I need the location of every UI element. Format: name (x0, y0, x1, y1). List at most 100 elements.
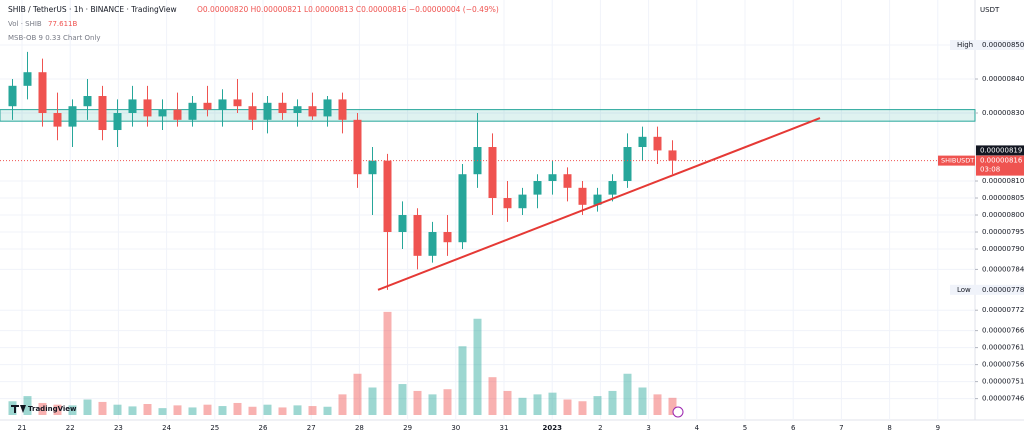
y-tick-label: 0.00000795 (982, 228, 1024, 236)
candle-body (308, 106, 317, 117)
volume-bar (578, 401, 587, 415)
y-tick-label: 0.00000761 (982, 344, 1024, 352)
symbol-label: SHIBUSDT (941, 157, 974, 165)
supply-zone (0, 109, 976, 122)
volume-bar (353, 373, 362, 415)
x-tick-label: 5 (743, 424, 747, 432)
candle-body (518, 194, 527, 209)
volume-bar (623, 373, 632, 415)
candle-body (578, 187, 587, 205)
y-tick-label: 0.00000784 (982, 265, 1024, 273)
candle-body (83, 96, 92, 107)
volume-value: 77.611B (48, 20, 77, 28)
volume-bar (473, 318, 482, 415)
candle-body (323, 99, 332, 117)
candle-body (233, 99, 242, 107)
candle-body (353, 119, 362, 175)
x-tick-label: 21 (18, 424, 27, 432)
x-tick-label: 30 (451, 424, 460, 432)
volume-bar (98, 401, 107, 415)
candle-body (398, 215, 407, 233)
candle-body (203, 102, 212, 110)
indicator: MSB-OB 9 0.33 Chart Only (8, 34, 101, 42)
volume-bar (668, 397, 677, 415)
volume-bar (23, 396, 32, 415)
volume-bar (443, 389, 452, 415)
y-tick-label: 0.00000790 (982, 245, 1024, 253)
candle-body (98, 96, 107, 131)
x-tick-label: 29 (403, 424, 412, 432)
level-box (976, 145, 1024, 156)
volume-bar (308, 406, 317, 415)
candle-body (158, 109, 167, 117)
candle-body (488, 147, 497, 199)
plot (0, 0, 976, 420)
candle-body (68, 106, 77, 127)
brand: TradingView (28, 405, 77, 413)
event-icon[interactable] (672, 406, 684, 418)
trendline (377, 117, 821, 291)
volume-bar (548, 392, 557, 415)
candle-body (368, 160, 377, 175)
x-tick-label: 31 (500, 424, 509, 432)
x-tick-label: 24 (162, 424, 171, 432)
candle-body (443, 232, 452, 243)
candle-body (413, 215, 422, 256)
candle-body (533, 181, 542, 195)
volume-bar (608, 390, 617, 415)
volume-bar (83, 399, 92, 415)
volume-bar (38, 402, 47, 415)
x-tick-label: 25 (210, 424, 219, 432)
volume-bar (488, 377, 497, 415)
x-tick-label: 7 (839, 424, 843, 432)
candle-body (173, 109, 182, 120)
volume-bar (233, 402, 242, 415)
candle-body (338, 99, 347, 120)
candle-body (263, 102, 272, 120)
candle-body (548, 174, 557, 182)
candle-body (593, 194, 602, 205)
volume-bar (278, 407, 287, 415)
volume-bar (338, 394, 347, 415)
marker-value: 0.00000778 (982, 286, 1024, 294)
volume-bar (8, 401, 17, 415)
volume-bar (293, 405, 302, 415)
volume-bar (173, 405, 182, 415)
candle-body (248, 106, 257, 120)
currency[interactable]: USDT (980, 6, 1000, 14)
y-tick-label: 0.00000766 (982, 327, 1024, 335)
x-tick-label: 28 (355, 424, 364, 432)
volume-bar (188, 407, 197, 415)
candle-body (188, 102, 197, 120)
volume-bar (563, 399, 572, 415)
y-tick-label: 0.00000800 (982, 211, 1024, 219)
candle-body (668, 150, 677, 161)
last-price-box (976, 155, 1024, 176)
volume-bar (398, 384, 407, 415)
symbol-box (938, 155, 975, 166)
candle-body (428, 232, 437, 256)
volume-bar (503, 390, 512, 415)
candle-body (38, 72, 47, 114)
y-tick-label: 0.00000746 (982, 395, 1024, 403)
candle-body (278, 102, 287, 114)
level-label: 0.00000819 (980, 146, 1022, 154)
volume-bar (638, 387, 647, 415)
volume-bar (113, 404, 122, 415)
y-tick-label: 0.00000810 (982, 177, 1024, 185)
volume-bar (653, 394, 662, 415)
x-tick-label: 6 (791, 424, 796, 432)
volume-bar (203, 404, 212, 415)
volume-bar (428, 394, 437, 415)
volume-bar (143, 404, 152, 415)
candle-body (293, 106, 302, 114)
candle-body (383, 160, 392, 233)
countdown: 03:08 (980, 166, 1000, 174)
volume-bar (593, 396, 602, 415)
volume-bar (158, 408, 167, 415)
volume-bar (128, 406, 137, 415)
volume-bar (518, 397, 527, 415)
candle-body (563, 174, 572, 188)
